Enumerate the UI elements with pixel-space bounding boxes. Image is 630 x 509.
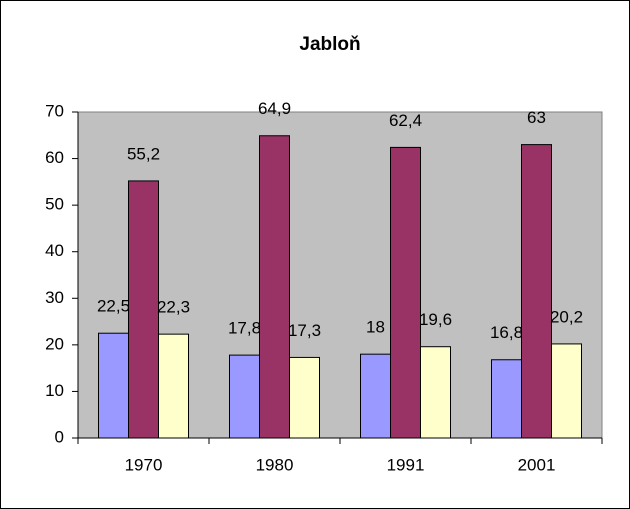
x-tick-label: 1980 [256,455,294,474]
value-label: 17,3 [288,321,321,340]
bar [390,146,421,439]
bar [229,354,260,439]
y-tick-label: 70 [45,101,64,120]
x-tick-label: 2001 [518,455,556,474]
bar [551,343,582,439]
value-label: 55,2 [127,144,160,163]
x-tick-label: 1970 [125,455,163,474]
y-tick-label: 40 [45,241,64,260]
value-label: 22,5 [97,297,130,316]
value-label: 19,6 [419,310,452,329]
y-tick-label: 30 [45,288,64,307]
value-label: 17,8 [228,319,261,338]
y-tick-label: 0 [55,427,64,446]
value-label: 22,3 [157,298,190,317]
y-tick-label: 20 [45,334,64,353]
chart-title: Jabloň [299,34,360,55]
x-tick-label: 1991 [387,455,425,474]
value-label: 64,9 [258,99,291,118]
bar [98,332,129,439]
bar [158,333,189,439]
bar [420,346,451,439]
value-label: 63 [527,108,546,127]
value-label: 62,4 [389,111,422,130]
bar [521,144,552,439]
y-tick-label: 60 [45,148,64,167]
y-tick-label: 10 [45,381,64,400]
bar [491,359,522,439]
value-label: 20,2 [550,307,583,326]
value-label: 18 [366,318,385,337]
y-tick-label: 50 [45,195,64,214]
value-label: 16,8 [490,323,523,342]
bar [259,135,290,439]
bar [289,356,320,439]
bar [128,180,159,439]
bar [360,353,391,439]
